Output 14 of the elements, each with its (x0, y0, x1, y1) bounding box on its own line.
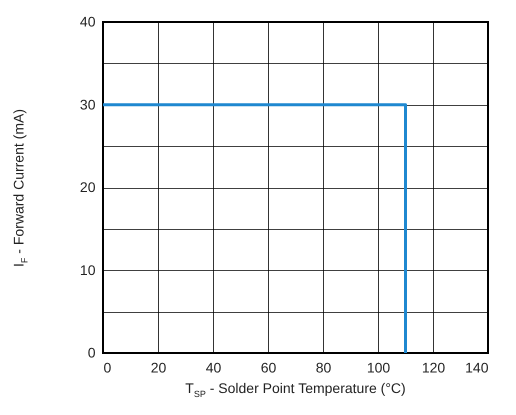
x-tick-label: 20 (150, 360, 166, 376)
y-tick-label: 0 (88, 344, 96, 360)
y-tick-label: 20 (80, 179, 96, 195)
x-tick-label: 80 (316, 360, 332, 376)
x-tick-label: 40 (206, 360, 222, 376)
y-tick-label: 40 (80, 14, 96, 30)
y-tick-label: 10 (80, 262, 96, 278)
x-tick-label: 100 (366, 360, 390, 376)
y-tick-label: 30 (80, 96, 96, 112)
x-tick-label: 120 (422, 360, 446, 376)
x-axis-title: T$_{SP}$ - Solder Point Temperature (°C) (184, 380, 407, 399)
x-tick-label: 60 (260, 360, 276, 376)
x-tick-label: 0 (104, 360, 112, 376)
x-tick-label: 140 (465, 360, 489, 376)
